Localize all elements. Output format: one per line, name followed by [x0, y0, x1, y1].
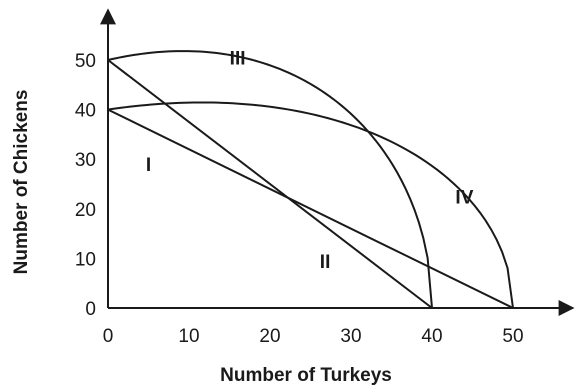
y-axis-title: Number of Chickens — [11, 90, 32, 275]
curves — [107, 50, 514, 309]
curve-label-i: I — [146, 155, 151, 176]
curve-i — [107, 108, 514, 309]
x-tick-label: 10 — [178, 326, 199, 347]
curve-iv — [107, 101, 514, 309]
x-tick-label: 30 — [340, 326, 361, 347]
y-tick-label: 0 — [85, 299, 96, 320]
x-tick-label: 20 — [259, 326, 280, 347]
x-tick-label: 50 — [502, 326, 523, 347]
curve-iii — [107, 50, 433, 309]
x-axis-title: Number of Turkeys — [220, 365, 392, 386]
x-tick-label: 0 — [103, 326, 114, 347]
curve-label-iii: III — [230, 49, 246, 70]
y-tick-label: 30 — [75, 150, 96, 171]
y-tick-label: 20 — [75, 200, 96, 221]
curve-label-iv: IV — [455, 187, 473, 208]
x-tick-labels: 0 10 20 30 40 50 — [103, 326, 524, 347]
curve-label-ii: II — [320, 252, 331, 273]
curve-ii — [107, 59, 433, 309]
y-tick-label: 40 — [75, 101, 96, 122]
y-tick-labels: 0 10 20 30 40 50 — [75, 51, 96, 320]
x-tick-label: 40 — [421, 326, 442, 347]
y-tick-label: 10 — [75, 249, 96, 270]
y-tick-label: 50 — [75, 51, 96, 72]
